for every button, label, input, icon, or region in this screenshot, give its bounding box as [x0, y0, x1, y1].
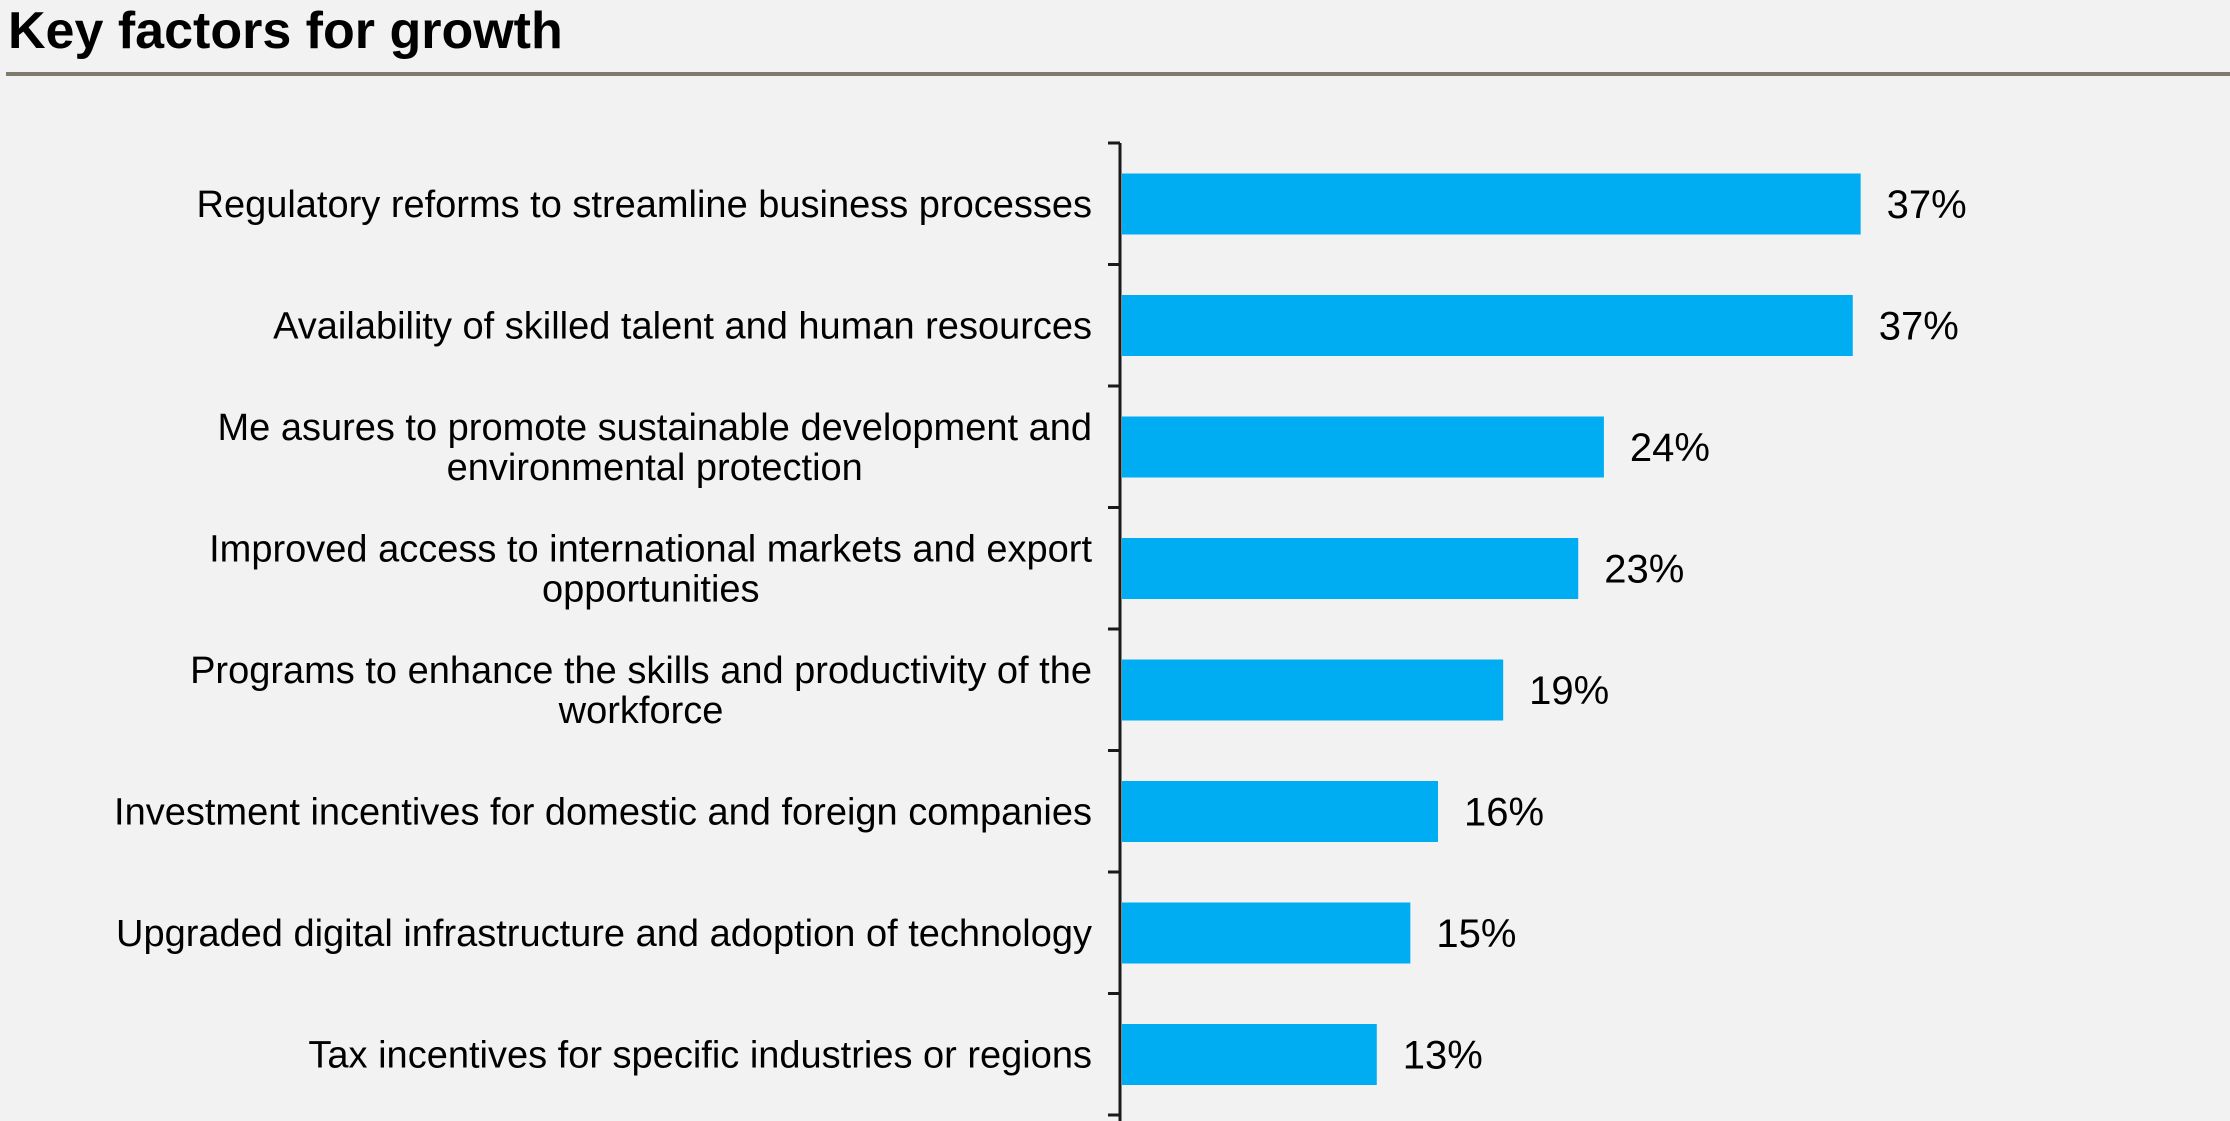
value-label-8: 13% [1403, 1034, 1483, 1078]
bar-4 [1122, 538, 1579, 599]
category-label-2: Availability of skilled talent and human… [273, 306, 1092, 348]
category-label-7: Upgraded digital infrastructure and adop… [116, 913, 1092, 955]
category-label-8: Tax incentives for specific industries o… [308, 1035, 1092, 1077]
bar-8 [1122, 1024, 1377, 1085]
category-label-5-line-2: workforce [558, 690, 724, 732]
value-label-7: 15% [1436, 912, 1516, 956]
value-label-6: 16% [1464, 791, 1544, 835]
category-label-1: Regulatory reforms to streamline busines… [197, 184, 1093, 226]
value-label-1: 37% [1887, 183, 1967, 227]
category-label-6: Investment incentives for domestic and f… [114, 792, 1092, 834]
bar-5 [1122, 659, 1504, 721]
category-label-3-line-1: Me asures to promote sustainable develop… [217, 407, 1092, 449]
value-label-5: 19% [1529, 669, 1609, 713]
bar-3 [1122, 416, 1604, 478]
value-label-3: 24% [1630, 426, 1710, 470]
chart-title: Key factors for growth [8, 2, 563, 60]
category-label-4-line-1: Improved access to international markets… [209, 529, 1092, 571]
bar-1 [1122, 173, 1861, 235]
category-label-3-line-2: environmental protection [447, 447, 863, 489]
bar-2 [1122, 295, 1853, 356]
value-label-2: 37% [1879, 305, 1959, 349]
title-divider [6, 72, 2230, 76]
value-label-4: 23% [1604, 548, 1684, 592]
bar-6 [1122, 781, 1438, 842]
category-label-5-line-1: Programs to enhance the skills and produ… [190, 650, 1092, 692]
category-label-4-line-2: opportunities [542, 569, 760, 611]
bar-7 [1122, 902, 1411, 964]
